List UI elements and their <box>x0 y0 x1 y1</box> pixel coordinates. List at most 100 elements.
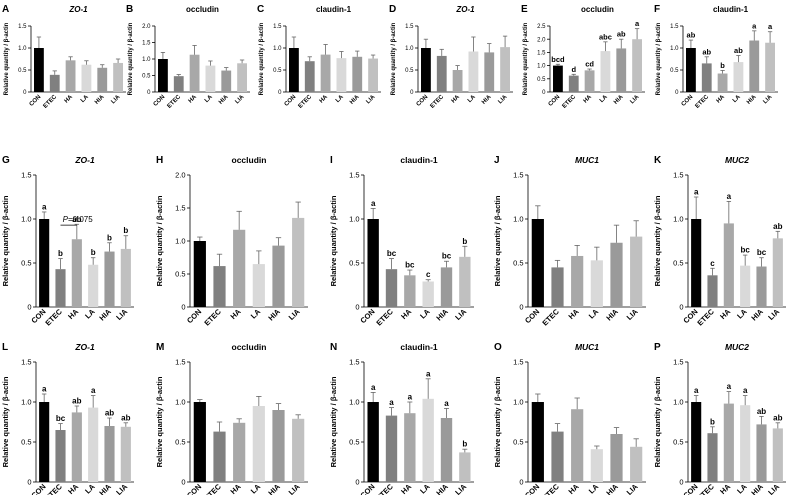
y-tick-label: 0.5 <box>21 438 31 447</box>
bar <box>189 54 200 92</box>
x-tick-label: LIA <box>497 94 509 106</box>
chart-title: MUC2 <box>725 342 749 352</box>
bar <box>352 56 363 92</box>
bar <box>691 219 702 307</box>
x-tick-label: HA <box>399 482 413 495</box>
y-tick-label: 1.0 <box>21 215 31 224</box>
bar <box>610 434 623 482</box>
bar <box>422 398 434 482</box>
chart-title: occludin <box>232 155 267 165</box>
x-tick-label: HIA <box>749 482 765 495</box>
y-tick-label: 0 <box>27 303 31 312</box>
x-tick-label: ETEC <box>430 94 446 110</box>
panel-g: G ZO-1 Relative quantity / β-actin 0 0.5 1.0 1… <box>1 155 134 328</box>
x-tick-label: LA <box>735 307 749 321</box>
bar <box>367 402 379 482</box>
bar <box>590 449 603 482</box>
y-tick-label: 0 <box>675 90 679 96</box>
significance-letter: a <box>408 393 413 402</box>
bar <box>158 59 168 92</box>
x-tick-label: HA <box>567 307 581 321</box>
x-tick-label: ETEC <box>540 482 561 495</box>
bar <box>385 269 398 307</box>
bar <box>55 269 66 307</box>
y-tick-label: 0.5 <box>405 68 414 74</box>
significance-letter: ab <box>734 46 743 55</box>
bar <box>459 452 471 482</box>
bar <box>213 431 226 482</box>
significance-letter: b <box>107 233 112 242</box>
significance-letter: a <box>371 383 376 392</box>
panel-letter: N <box>330 342 337 353</box>
bar <box>440 418 453 482</box>
x-tick-label: CON <box>358 307 376 325</box>
significance-letter: b <box>58 249 63 258</box>
bar <box>551 431 564 482</box>
panel-letter: C <box>257 4 264 15</box>
y-tick-label: 1.5 <box>273 24 282 30</box>
x-tick-label: HA <box>66 482 80 495</box>
bar <box>459 256 471 307</box>
bar <box>691 402 702 482</box>
significance-letter: bc <box>757 248 767 257</box>
bar <box>756 266 767 307</box>
bar <box>272 410 285 482</box>
panel-o: O MUC1 Relative quantity / β-actin 0 0.5 1.0 1… <box>493 342 646 495</box>
x-tick-label: ETEC <box>202 307 223 328</box>
bar <box>740 405 751 482</box>
chart-title: ZO-1 <box>455 5 475 14</box>
bar <box>707 275 718 307</box>
x-tick-label: HIA <box>749 307 765 323</box>
y-tick-label: 0 <box>519 303 523 312</box>
bar <box>749 40 760 92</box>
bar <box>205 65 216 92</box>
panel-letter: D <box>389 4 396 15</box>
x-tick-label: LIA <box>234 94 246 106</box>
significance-letter: ab <box>773 413 782 422</box>
significance-letter: a <box>727 382 732 391</box>
chart-title: occludin <box>581 5 614 14</box>
x-tick-label: HA <box>66 307 80 321</box>
x-tick-label: LA <box>418 307 432 321</box>
y-tick-label: 0 <box>147 90 151 96</box>
y-tick-label: 2.5 <box>537 24 546 30</box>
x-tick-label: HA <box>718 307 732 321</box>
significance-letter: ab <box>687 31 696 40</box>
y-tick-label: 0.5 <box>670 68 679 74</box>
x-tick-label: LIA <box>114 482 129 495</box>
panel-letter: O <box>494 342 502 353</box>
significance-letter: a <box>752 21 757 30</box>
bar <box>292 418 305 482</box>
bar <box>616 48 627 92</box>
x-tick-label: HA <box>229 307 243 321</box>
x-tick-label: ETEC <box>540 307 561 328</box>
y-tick-label: 1.0 <box>537 64 546 70</box>
significance-letter: ab <box>121 413 130 422</box>
x-tick-label: LA <box>587 307 601 321</box>
y-axis-label: Relative quantity / β-actin <box>391 22 397 95</box>
y-axis-label: Relative quantity / β-actin <box>1 195 10 286</box>
bar <box>531 219 544 307</box>
bar <box>368 58 378 92</box>
x-tick-label: HIA <box>266 307 282 323</box>
x-tick-label: CON <box>523 307 541 325</box>
x-tick-label: HIA <box>434 482 450 495</box>
x-tick-label: HA <box>583 94 594 105</box>
x-tick-label: LIA <box>110 94 122 106</box>
y-tick-label: 0 <box>278 90 282 96</box>
y-axis-label: Relative quantity / β-actin <box>259 22 265 95</box>
x-tick-label: CON <box>284 94 298 108</box>
y-axis-label: Relative quantity / β-actin <box>155 195 164 286</box>
significance-letter: a <box>444 399 449 408</box>
significance-letter: bc <box>387 249 397 258</box>
y-tick-label: 2.0 <box>142 24 151 30</box>
y-tick-label: 0 <box>679 303 683 312</box>
y-tick-label: 2.0 <box>537 37 546 43</box>
x-tick-label: HA <box>188 94 199 105</box>
x-tick-label: LIA <box>453 482 468 495</box>
bar <box>213 266 226 307</box>
significance-letter: a <box>743 386 748 395</box>
significance-letter: a <box>371 199 376 208</box>
y-tick-label: 0.5 <box>175 438 185 447</box>
